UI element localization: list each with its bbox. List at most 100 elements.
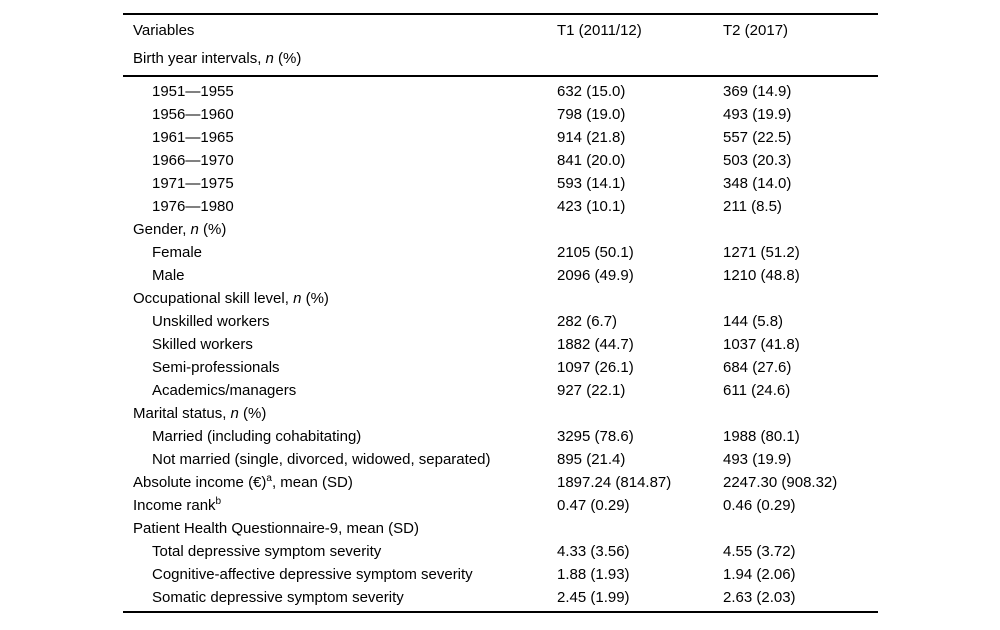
row-label-text: 1961—1965	[152, 129, 234, 146]
t2-value-cell: 503 (20.3)	[723, 152, 792, 169]
variable-cell: 1956—1960	[123, 103, 547, 126]
column-header-t1: T1 (2011/12)	[557, 22, 642, 39]
row-label-italic-n: n	[293, 290, 302, 307]
t2-value-cell	[713, 402, 878, 425]
section-header-birth-year-row: Birth year intervals, n (%)	[123, 45, 878, 73]
variable-cell: Patient Health Questionnaire-9, mean (SD…	[123, 517, 547, 540]
t1-value-cell: 1882 (44.7)	[557, 336, 634, 353]
variable-cell: Cognitive-affective depressive symptom s…	[123, 563, 547, 586]
table-row: 1961—1965 914 (21.8) 557 (22.5)	[123, 126, 878, 149]
variable-cell: Absolute income (€)a, mean (SD)	[123, 471, 547, 494]
row-label-text: (%)	[198, 221, 227, 238]
t2-value-cell: 348 (14.0)	[723, 175, 792, 192]
column-header-t2: T2 (2017)	[723, 22, 789, 39]
row-label-text: Married (including cohabitating)	[152, 428, 362, 445]
row-label-text: Marital status,	[133, 405, 231, 422]
row-label-text: Absolute income (€)	[133, 474, 267, 491]
table-row: 1966—1970 841 (20.0) 503 (20.3)	[123, 149, 878, 172]
row-label-text: Occupational skill level,	[133, 290, 294, 307]
t2-value-cell: 2.63 (2.03)	[723, 589, 796, 606]
section-header-birth-year-label: Birth year intervals, n (%)	[123, 45, 547, 73]
row-label-text: , mean (SD)	[271, 474, 353, 491]
variable-cell: Somatic depressive symptom severity	[123, 586, 547, 609]
t1-value-cell: 1.88 (1.93)	[557, 566, 630, 583]
table-header: Variables T1 (2011/12) T2 (2017) Birth y…	[123, 15, 878, 77]
variable-cell: Unskilled workers	[123, 310, 547, 333]
row-label-text: Patient Health Questionnaire-9, mean (SD…	[133, 520, 419, 537]
row-label-text: Male	[152, 267, 185, 284]
row-label-italic-n: n	[265, 50, 274, 67]
t2-value-cell: 369 (14.9)	[723, 83, 792, 100]
table-row: Male 2096 (49.9) 1210 (48.8)	[123, 264, 878, 287]
t1-value-cell: 3295 (78.6)	[557, 428, 634, 445]
table-row: Skilled workers 1882 (44.7) 1037 (41.8)	[123, 333, 878, 356]
t1-value-cell: 927 (22.1)	[557, 382, 626, 399]
variable-cell: Not married (single, divorced, widowed, …	[123, 448, 547, 471]
variable-cell: Semi-professionals	[123, 356, 547, 379]
table-row: Total depressive symptom severity 4.33 (3…	[123, 540, 878, 563]
table-body: 1951—1955 632 (15.0) 369 (14.9) 1956—1960 79…	[123, 77, 878, 611]
table-row: Occupational skill level, n (%)	[123, 287, 878, 310]
row-label-text: 1956—1960	[152, 106, 234, 123]
variable-cell: Marital status, n (%)	[123, 402, 547, 425]
t2-value-cell	[713, 218, 878, 241]
table-row: 1951—1955 632 (15.0) 369 (14.9)	[123, 80, 878, 103]
table-row: Marital status, n (%)	[123, 402, 878, 425]
descriptive-statistics-table: Variables T1 (2011/12) T2 (2017) Birth y…	[123, 13, 878, 613]
t2-value-cell: 2247.30 (908.32)	[723, 474, 838, 491]
table-row: Female 2105 (50.1) 1271 (51.2)	[123, 241, 878, 264]
t1-value-cell: 2105 (50.1)	[557, 244, 634, 261]
t1-value-cell	[547, 517, 713, 540]
t1-value-cell: 2.45 (1.99)	[557, 589, 630, 606]
t1-value-cell: 423 (10.1)	[557, 198, 626, 215]
row-label-superscript: b	[215, 496, 222, 507]
empty-cell	[547, 45, 713, 73]
row-label-italic-n: n	[190, 221, 199, 238]
row-label-text: (%)	[238, 405, 267, 422]
variable-cell: 1966—1970	[123, 149, 547, 172]
t2-value-cell: 144 (5.8)	[723, 313, 784, 330]
t1-value-cell: 914 (21.8)	[557, 129, 626, 146]
t1-value-cell: 895 (21.4)	[557, 451, 626, 468]
variable-cell: 1961—1965	[123, 126, 547, 149]
row-label-text: Cognitive-affective depressive symptom s…	[152, 566, 473, 583]
variable-cell: Income rankb	[123, 494, 547, 517]
t2-value-cell	[713, 517, 878, 540]
table-row: 1956—1960 798 (19.0) 493 (19.9)	[123, 103, 878, 126]
t2-value-cell: 1210 (48.8)	[723, 267, 800, 284]
variable-cell: Skilled workers	[123, 333, 547, 356]
variable-cell: Academics/managers	[123, 379, 547, 402]
t1-value-cell: 798 (19.0)	[557, 106, 626, 123]
empty-cell	[713, 45, 878, 73]
t1-value-cell: 282 (6.7)	[557, 313, 618, 330]
row-label-superscript: a	[266, 473, 272, 484]
table-row: Academics/managers 927 (22.1) 611 (24.6)	[123, 379, 878, 402]
row-label-text: Skilled workers	[152, 336, 253, 353]
t1-value-cell: 1097 (26.1)	[557, 359, 634, 376]
table-row: Absolute income (€)a, mean (SD) 1897.24 (…	[123, 471, 878, 494]
table-row: Semi-professionals 1097 (26.1) 684 (27.6)	[123, 356, 878, 379]
table-row: Somatic depressive symptom severity 2.45 …	[123, 586, 878, 609]
column-header-row: Variables T1 (2011/12) T2 (2017)	[123, 17, 878, 45]
variable-cell: Gender, n (%)	[123, 218, 547, 241]
table-row: 1971—1975 593 (14.1) 348 (14.0)	[123, 172, 878, 195]
t1-value-cell	[547, 402, 713, 425]
row-label-text: Income rank	[133, 497, 216, 514]
t2-value-cell: 211 (8.5)	[723, 198, 782, 215]
variable-cell: 1951—1955	[123, 80, 547, 103]
table-row: Married (including cohabitating) 3295 (78…	[123, 425, 878, 448]
table-row: Unskilled workers 282 (6.7) 144 (5.8)	[123, 310, 878, 333]
table-row: Gender, n (%)	[123, 218, 878, 241]
t1-value-cell: 4.33 (3.56)	[557, 543, 630, 560]
row-label-text: Academics/managers	[152, 382, 297, 399]
row-label-italic-n: n	[230, 405, 239, 422]
variable-cell: Occupational skill level, n (%)	[123, 287, 547, 310]
t2-value-cell: 1.94 (2.06)	[723, 566, 796, 583]
t2-value-cell: 1988 (80.1)	[723, 428, 800, 445]
variable-cell: 1976—1980	[123, 195, 547, 218]
row-label-text: Total depressive symptom severity	[152, 543, 382, 560]
t2-value-cell: 0.46 (0.29)	[723, 497, 796, 514]
t2-value-cell: 611 (24.6)	[723, 382, 791, 399]
row-label-text: 1976—1980	[152, 198, 234, 215]
row-label-text: (%)	[273, 50, 302, 67]
